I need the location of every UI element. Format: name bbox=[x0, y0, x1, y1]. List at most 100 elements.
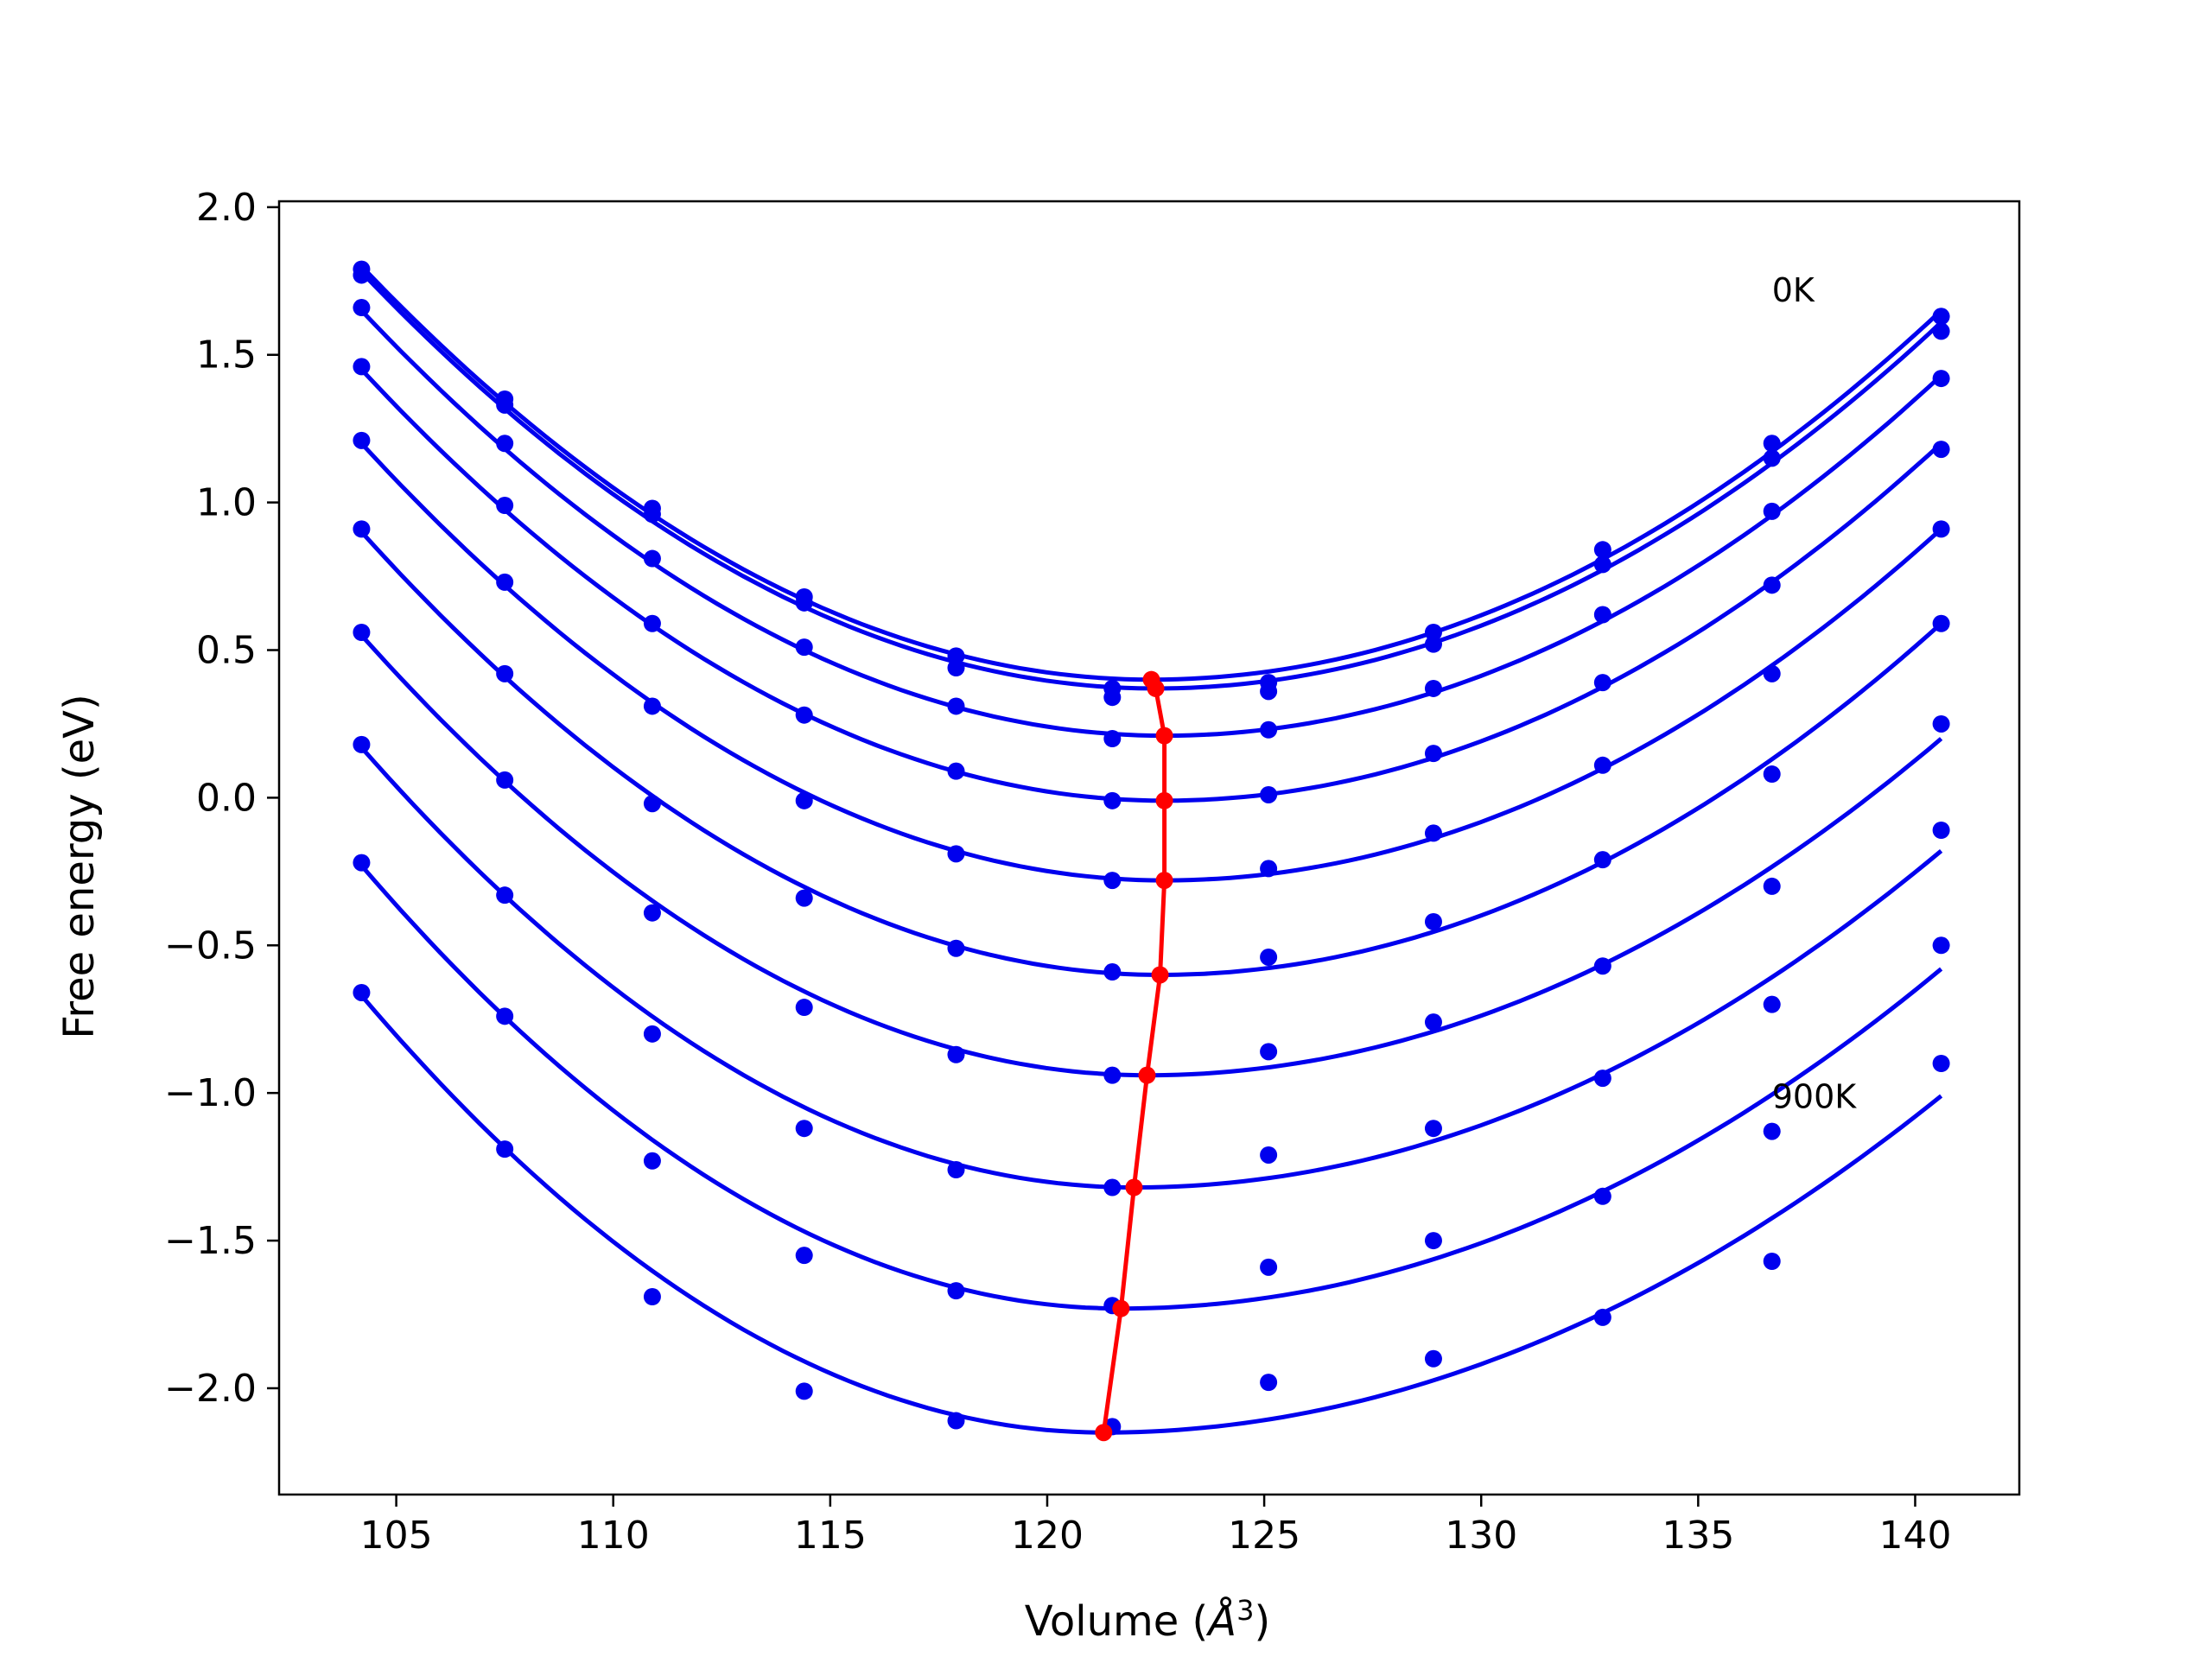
data-point bbox=[1763, 877, 1781, 895]
fit-curve-3 bbox=[359, 308, 1943, 739]
data-point bbox=[353, 624, 371, 641]
data-point bbox=[1424, 745, 1442, 763]
data-point bbox=[1593, 957, 1611, 975]
minimum-point bbox=[1151, 966, 1169, 984]
data-point bbox=[1103, 1066, 1122, 1084]
axes-frame bbox=[277, 200, 2021, 1496]
minima-line bbox=[1095, 670, 1173, 1442]
data-point bbox=[1932, 714, 1950, 733]
fit-curve-8 bbox=[359, 746, 1943, 1190]
x-tick-label: 140 bbox=[1878, 1514, 1951, 1558]
data-point bbox=[795, 706, 813, 724]
x-axis-label-prefix: Volume ( bbox=[1025, 1597, 1209, 1646]
data-point bbox=[496, 497, 514, 515]
data-point bbox=[795, 791, 813, 809]
data-point bbox=[353, 854, 371, 872]
x-tick-label: 135 bbox=[1662, 1514, 1734, 1558]
y-tick-label: 1.0 bbox=[196, 481, 257, 525]
data-point bbox=[1763, 1122, 1781, 1140]
data-point bbox=[795, 638, 813, 657]
minimum-point bbox=[1138, 1066, 1156, 1084]
minimum-point bbox=[1125, 1178, 1143, 1196]
data-point bbox=[1593, 756, 1611, 774]
y-tick-label: 0.5 bbox=[196, 629, 257, 673]
data-point bbox=[1424, 912, 1442, 930]
data-point bbox=[795, 999, 813, 1017]
fit-curve-5 bbox=[359, 441, 1943, 883]
y-tick-label: −2.0 bbox=[164, 1367, 257, 1411]
data-point bbox=[1593, 555, 1611, 574]
fit-curve-4 bbox=[359, 368, 1943, 803]
data-point bbox=[1260, 1374, 1278, 1392]
data-point bbox=[643, 795, 661, 813]
data-point bbox=[1763, 449, 1781, 467]
data-point bbox=[947, 845, 965, 863]
minimum-point bbox=[1155, 791, 1173, 809]
data-point bbox=[1424, 624, 1442, 641]
data-point bbox=[795, 889, 813, 907]
data-point bbox=[643, 614, 661, 632]
data-point bbox=[643, 1152, 661, 1170]
x-tick-label: 125 bbox=[1228, 1514, 1300, 1558]
x-tick-label: 120 bbox=[1011, 1514, 1084, 1558]
data-point bbox=[947, 1161, 965, 1179]
data-point bbox=[1932, 322, 1950, 340]
x-axis-ticks: 105 110 115 120 125 130 135 140 bbox=[360, 1495, 1951, 1558]
x-tick-label: 130 bbox=[1445, 1514, 1517, 1558]
fit-curve-9 bbox=[359, 864, 1943, 1311]
data-point bbox=[1932, 308, 1950, 326]
data-point bbox=[1260, 785, 1278, 803]
data-point bbox=[1593, 1308, 1611, 1326]
data-point bbox=[947, 647, 965, 665]
data-point bbox=[1763, 576, 1781, 594]
minimum-point bbox=[1095, 1424, 1113, 1442]
data-point bbox=[1260, 682, 1278, 701]
x-axis-label-suffix: ) bbox=[1254, 1597, 1270, 1646]
data-point bbox=[353, 299, 371, 317]
data-point bbox=[1103, 730, 1122, 748]
data-point bbox=[1103, 872, 1122, 890]
data-point bbox=[1932, 370, 1950, 388]
data-point bbox=[1424, 635, 1442, 653]
fit-curve-6 bbox=[359, 530, 1943, 978]
data-point bbox=[353, 983, 371, 1001]
data-point bbox=[496, 664, 514, 682]
data-point bbox=[1932, 520, 1950, 538]
data-point bbox=[795, 593, 813, 612]
data-point bbox=[1932, 614, 1950, 632]
data-point bbox=[496, 396, 514, 414]
data-point bbox=[1424, 679, 1442, 697]
y-tick-label: 1.5 bbox=[196, 333, 257, 378]
data-point bbox=[1593, 606, 1611, 624]
data-point bbox=[643, 697, 661, 715]
data-point bbox=[795, 1247, 813, 1265]
x-tick-label: 115 bbox=[794, 1514, 867, 1558]
x-axis-label-unit: Å bbox=[1205, 1596, 1236, 1646]
y-tick-label: −1.0 bbox=[164, 1071, 257, 1115]
data-point bbox=[1260, 860, 1278, 878]
data-point bbox=[1260, 1146, 1278, 1164]
data-point bbox=[795, 1382, 813, 1400]
data-point bbox=[1763, 502, 1781, 520]
data-point bbox=[1424, 824, 1442, 842]
data-point bbox=[1763, 765, 1781, 784]
minima-path bbox=[1101, 678, 1167, 1433]
data-point bbox=[947, 1282, 965, 1300]
data-point bbox=[1593, 674, 1611, 692]
data-point bbox=[1103, 791, 1122, 809]
data-point bbox=[1932, 821, 1950, 839]
data-point bbox=[643, 549, 661, 568]
x-tick-label: 105 bbox=[360, 1514, 433, 1558]
data-point bbox=[353, 266, 371, 284]
y-tick-label: 2.0 bbox=[196, 186, 257, 230]
data-points bbox=[353, 260, 1950, 1436]
data-point bbox=[496, 886, 514, 904]
x-axis-label: Volume (Å3) bbox=[1025, 1594, 1270, 1646]
y-tick-label: −0.5 bbox=[164, 924, 257, 968]
y-axis-label: Free energy (eV) bbox=[55, 694, 104, 1038]
fit-curve-10 bbox=[359, 993, 1943, 1435]
data-point bbox=[1103, 1178, 1122, 1196]
data-point bbox=[947, 939, 965, 957]
